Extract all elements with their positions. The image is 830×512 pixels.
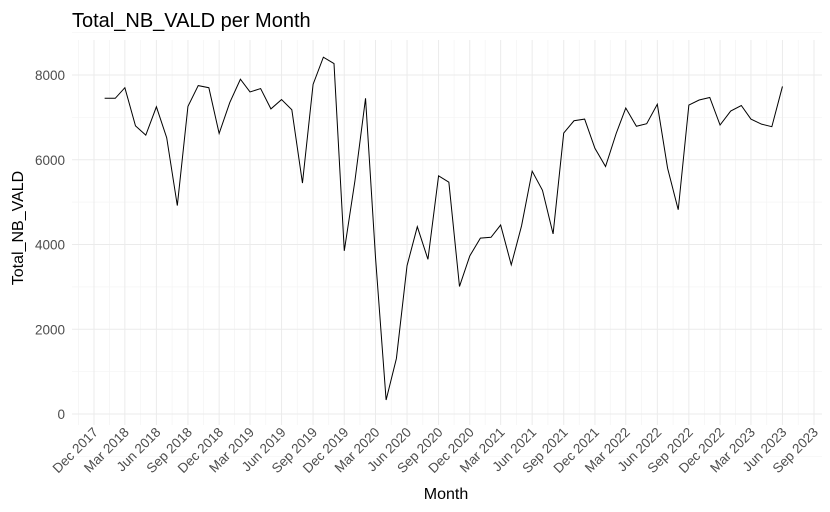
- major-gridlines: [72, 40, 822, 425]
- x-axis-title: Month: [424, 486, 468, 503]
- chart-title: Total_NB_VALD per Month: [72, 10, 311, 32]
- y-tick-label: 6000: [35, 153, 65, 168]
- y-tick-label: 0: [57, 407, 65, 422]
- y-tick-labels: 0 2000 4000 6000 8000: [35, 68, 65, 422]
- y-axis-title: Total_NB_VALD: [10, 171, 27, 285]
- y-tick-label: 4000: [35, 238, 65, 253]
- y-tick-label: 2000: [35, 322, 65, 337]
- y-tick-label: 8000: [35, 68, 65, 83]
- series-line: [104, 56, 783, 401]
